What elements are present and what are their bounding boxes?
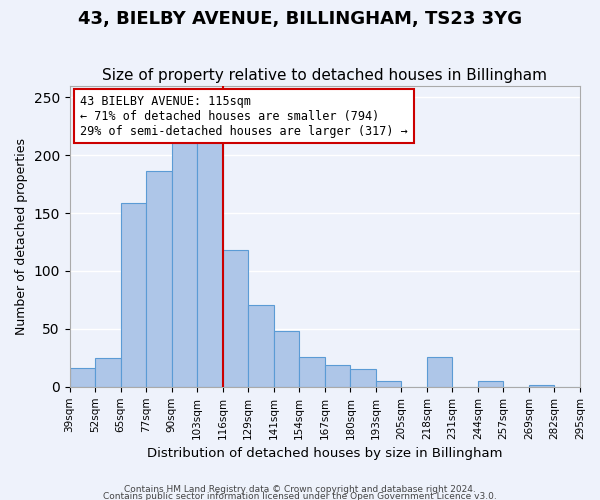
Text: 43, BIELBY AVENUE, BILLINGHAM, TS23 3YG: 43, BIELBY AVENUE, BILLINGHAM, TS23 3YG xyxy=(78,10,522,28)
Bar xyxy=(529,384,554,387)
Bar xyxy=(376,381,401,387)
Text: 43 BIELBY AVENUE: 115sqm
← 71% of detached houses are smaller (794)
29% of semi-: 43 BIELBY AVENUE: 115sqm ← 71% of detach… xyxy=(80,94,407,138)
X-axis label: Distribution of detached houses by size in Billingham: Distribution of detached houses by size … xyxy=(147,447,503,460)
Bar xyxy=(223,250,248,387)
Bar xyxy=(95,358,121,387)
Y-axis label: Number of detached properties: Number of detached properties xyxy=(15,138,28,334)
Bar xyxy=(197,138,223,387)
Title: Size of property relative to detached houses in Billingham: Size of property relative to detached ho… xyxy=(103,68,547,83)
Bar xyxy=(70,368,95,387)
Bar xyxy=(427,356,452,387)
Bar xyxy=(325,365,350,387)
Bar xyxy=(248,304,274,387)
Bar xyxy=(121,202,146,387)
Bar xyxy=(350,370,376,387)
Bar xyxy=(146,172,172,387)
Bar xyxy=(172,144,197,387)
Text: Contains HM Land Registry data © Crown copyright and database right 2024.: Contains HM Land Registry data © Crown c… xyxy=(124,486,476,494)
Bar xyxy=(478,381,503,387)
Text: Contains public sector information licensed under the Open Government Licence v3: Contains public sector information licen… xyxy=(103,492,497,500)
Bar xyxy=(299,356,325,387)
Bar xyxy=(274,331,299,387)
